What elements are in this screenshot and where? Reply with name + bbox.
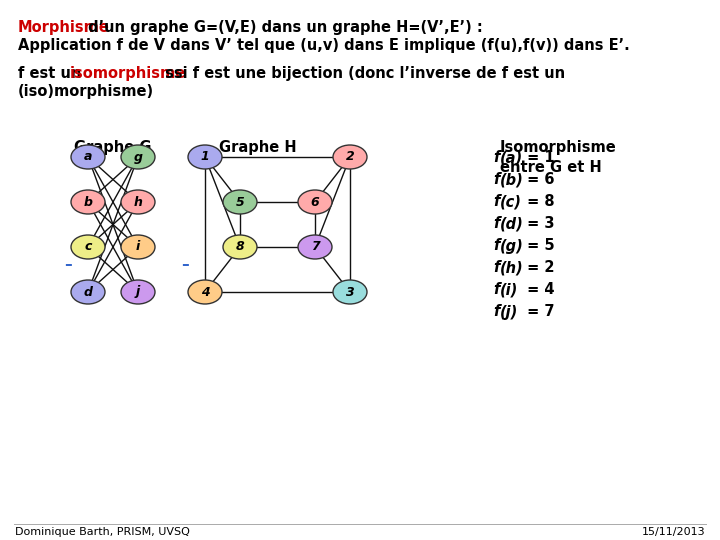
Text: Graphe H: Graphe H <box>219 140 297 155</box>
Text: (d): (d) <box>500 217 523 232</box>
Text: 2: 2 <box>346 151 354 164</box>
Text: f: f <box>493 282 500 298</box>
Text: f: f <box>493 305 500 320</box>
Text: = 7: = 7 <box>522 305 554 320</box>
Text: g: g <box>133 151 143 164</box>
Text: f: f <box>493 194 500 210</box>
Text: (i): (i) <box>500 282 518 298</box>
Text: 6: 6 <box>310 195 320 208</box>
Text: j: j <box>136 286 140 299</box>
Text: f est un: f est un <box>18 66 86 81</box>
Text: (j): (j) <box>500 305 518 320</box>
Text: –: – <box>181 258 189 273</box>
Ellipse shape <box>333 280 367 304</box>
Text: (c): (c) <box>500 194 522 210</box>
Text: 4: 4 <box>201 286 210 299</box>
Text: b: b <box>84 195 92 208</box>
Text: –: – <box>64 258 72 273</box>
Text: = 4: = 4 <box>522 282 554 298</box>
Ellipse shape <box>71 145 105 169</box>
Text: f: f <box>493 239 500 253</box>
Text: = 3: = 3 <box>522 217 554 232</box>
Ellipse shape <box>121 280 155 304</box>
Ellipse shape <box>71 190 105 214</box>
Text: Morphisme: Morphisme <box>18 20 110 35</box>
Ellipse shape <box>121 145 155 169</box>
Text: d: d <box>84 286 92 299</box>
Text: a: a <box>84 151 92 164</box>
Ellipse shape <box>298 235 332 259</box>
Text: 5: 5 <box>235 195 244 208</box>
Text: (b): (b) <box>500 172 523 187</box>
Text: h: h <box>134 195 143 208</box>
Ellipse shape <box>121 235 155 259</box>
Text: = 8: = 8 <box>522 194 554 210</box>
Text: d’un graphe G=(V,E) dans un graphe H=(V’,E’) :: d’un graphe G=(V,E) dans un graphe H=(V’… <box>83 20 482 35</box>
Text: f: f <box>493 172 500 187</box>
Text: f: f <box>493 260 500 275</box>
Ellipse shape <box>71 280 105 304</box>
Text: Dominique Barth, PRISM, UVSQ: Dominique Barth, PRISM, UVSQ <box>15 527 190 537</box>
Text: 8: 8 <box>235 240 244 253</box>
Text: = 5: = 5 <box>522 239 554 253</box>
Text: (g): (g) <box>500 239 523 253</box>
Text: = 6: = 6 <box>522 172 554 187</box>
Text: (h): (h) <box>500 260 523 275</box>
Text: 15/11/2013: 15/11/2013 <box>642 527 705 537</box>
Text: Graphe G: Graphe G <box>74 140 152 155</box>
Text: i: i <box>136 240 140 253</box>
Ellipse shape <box>71 235 105 259</box>
Ellipse shape <box>188 280 222 304</box>
Text: c: c <box>84 240 91 253</box>
Text: 3: 3 <box>346 286 354 299</box>
Text: (a): (a) <box>500 151 523 165</box>
Text: Isomorphisme
entre G et H: Isomorphisme entre G et H <box>500 140 617 175</box>
Text: (iso)morphisme): (iso)morphisme) <box>18 84 154 99</box>
Text: ssi f est une bijection (donc l’inverse de f est un: ssi f est une bijection (donc l’inverse … <box>160 66 565 81</box>
Ellipse shape <box>223 235 257 259</box>
Ellipse shape <box>188 145 222 169</box>
Text: f: f <box>493 151 500 165</box>
Text: isomorphisme: isomorphisme <box>70 66 186 81</box>
Ellipse shape <box>121 190 155 214</box>
Text: 7: 7 <box>310 240 320 253</box>
Text: f: f <box>493 217 500 232</box>
Text: Application f de V dans V’ tel que (u,v) dans E implique (f(u),f(v)) dans E’.: Application f de V dans V’ tel que (u,v)… <box>18 38 630 53</box>
Text: 1: 1 <box>201 151 210 164</box>
Text: = 1: = 1 <box>522 151 554 165</box>
Ellipse shape <box>223 190 257 214</box>
Ellipse shape <box>333 145 367 169</box>
Ellipse shape <box>298 190 332 214</box>
Text: = 2: = 2 <box>522 260 554 275</box>
